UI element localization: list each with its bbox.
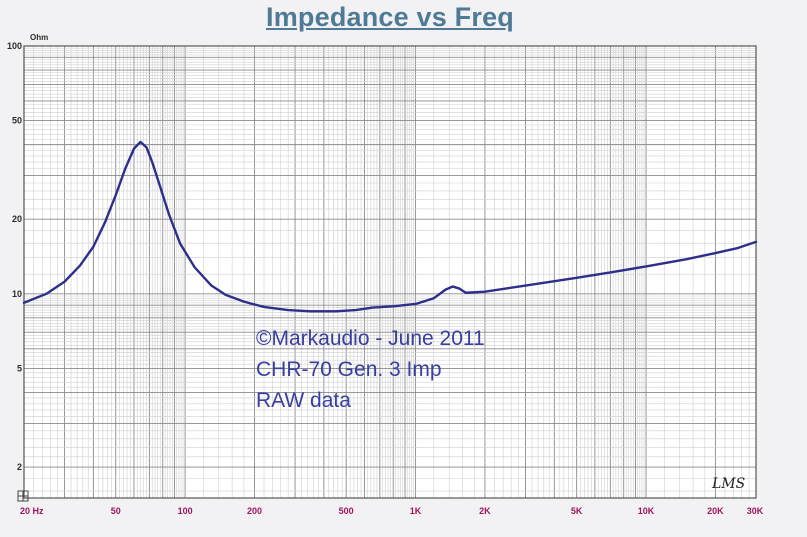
series-line bbox=[22, 140, 758, 313]
y-tick-label: 50 bbox=[12, 116, 22, 126]
x-tick-label: 5K bbox=[571, 506, 583, 516]
plot-frame bbox=[23, 45, 757, 499]
chart-title: Impedance vs Freq bbox=[266, 2, 514, 32]
x-tick-label: 100 bbox=[178, 506, 193, 516]
series-group bbox=[22, 140, 758, 313]
x-tick-label: 30K bbox=[747, 506, 764, 516]
y-tick-label: 2 bbox=[17, 462, 22, 472]
y-tick-label: 100 bbox=[7, 41, 22, 51]
x-tick-label: 500 bbox=[339, 506, 354, 516]
x-tick-label: 20 Hz bbox=[20, 506, 44, 516]
y-axis-unit-label: Ohm bbox=[30, 33, 48, 42]
annotation-text: RAW data bbox=[256, 389, 351, 412]
x-tick-label: 10K bbox=[638, 506, 655, 516]
y-tick-labels: 100 50 20 10 5 2 bbox=[7, 41, 22, 472]
lms-logo: LMS bbox=[711, 476, 745, 492]
grid-lines bbox=[24, 46, 756, 498]
x-tick-label: 1K bbox=[410, 506, 422, 516]
annotation-group: ©Markaudio - June 2011 CHR-70 Gen. 3 Imp R… bbox=[256, 327, 485, 412]
plot-background bbox=[24, 46, 756, 498]
x-tick-label: 200 bbox=[247, 506, 262, 516]
y-tick-label: 20 bbox=[12, 214, 22, 224]
corner-icon bbox=[17, 490, 29, 502]
x-tick-label: 50 bbox=[111, 506, 121, 516]
y-tick-label: 5 bbox=[17, 363, 22, 373]
x-tick-labels: 20 Hz 50 100 200 500 1K 2K 5K 10K 20K 30K bbox=[20, 506, 764, 516]
y-tick-label: 10 bbox=[12, 289, 22, 299]
annotation-text: CHR-70 Gen. 3 Imp bbox=[256, 358, 442, 381]
annotation-text: ©Markaudio - June 2011 bbox=[256, 327, 485, 350]
x-tick-label: 2K bbox=[479, 506, 491, 516]
x-tick-label: 20K bbox=[707, 506, 724, 516]
